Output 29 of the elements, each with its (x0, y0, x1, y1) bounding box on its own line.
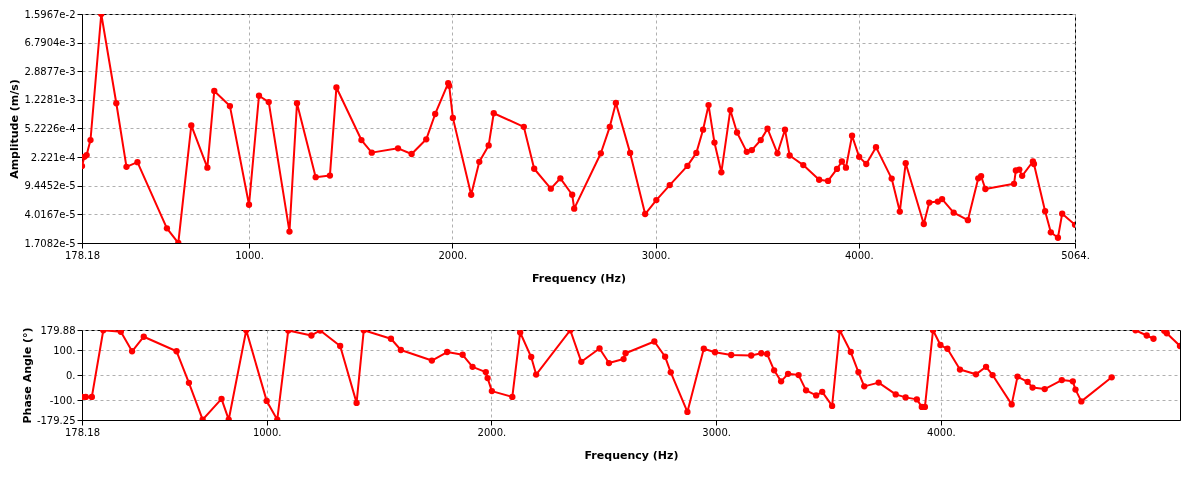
x-tick-label: 4000. (844, 249, 874, 261)
y-tick-label: -179.25 (36, 414, 76, 426)
y-axis-title: Amplitude (m/s) (8, 79, 22, 179)
y-tick-label: 9.4452e-5 (24, 180, 76, 192)
y-tick-label: 1.2281e-3 (24, 94, 76, 106)
x-tick-label: 3000. (702, 426, 731, 438)
x-tick-label: 5064. (1061, 249, 1090, 261)
x-axis-title: Frequency (Hz) (532, 271, 626, 285)
x-axis-title: Frequency (Hz) (584, 448, 679, 462)
y-tick-label: 100. (53, 344, 76, 356)
x-tick-label: 2000. (477, 426, 507, 438)
x-tick-label: 2000. (438, 249, 468, 261)
y-axis-title: Phase Angle (°) (20, 327, 34, 424)
x-tick-label: 178.18 (65, 249, 100, 261)
y-tick-label: 2.221e-4 (30, 151, 76, 163)
y-tick-label: 5.2226e-4 (24, 123, 76, 134)
y-tick-label: 1.7082e-5 (24, 237, 76, 249)
x-tick-label: 1000. (252, 426, 282, 438)
y-tick-label: 2.8877e-3 (24, 65, 76, 77)
y-tick-label: 6.7904e-3 (24, 37, 76, 49)
x-tick-label: 1000. (235, 249, 264, 261)
y-tick-label: 4.0167e-5 (24, 208, 76, 220)
y-tick-label: 179.88 (40, 324, 76, 336)
x-tick-label: 3000. (641, 249, 671, 261)
y-tick-label: 1.5967e-2 (24, 8, 76, 20)
y-tick-label: -100. (49, 394, 76, 406)
x-tick-label: 178.18 (65, 426, 100, 438)
x-tick-label: 4000. (927, 426, 956, 438)
y-tick-label: 0. (65, 369, 76, 381)
